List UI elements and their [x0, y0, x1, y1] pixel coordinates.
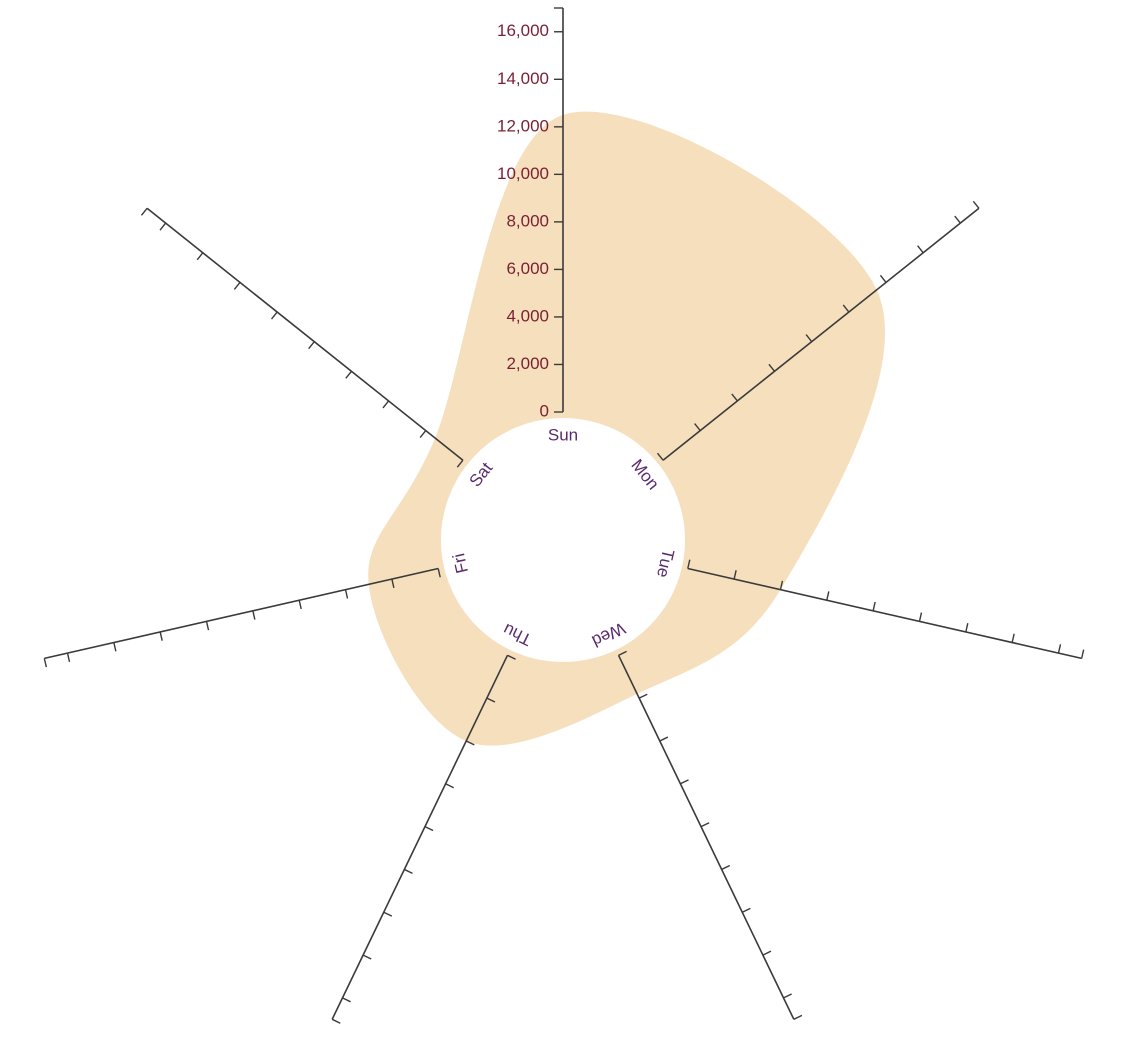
tick-fri-3 — [298, 600, 302, 610]
tick-wed-8 — [783, 993, 792, 999]
tick-mon-5 — [842, 304, 850, 313]
tick-label-6000: 6,000 — [506, 259, 549, 278]
tick-label-10000: 10,000 — [497, 164, 549, 183]
tick-mon-9 — [972, 200, 980, 209]
tick-sat-2 — [382, 400, 390, 409]
tick-thu-9 — [331, 1018, 341, 1024]
axis-sat — [146, 207, 464, 461]
tick-wed-1 — [638, 693, 648, 699]
tick-tue-5 — [918, 612, 923, 622]
axis-fri — [44, 567, 439, 660]
tick-tue-8 — [1057, 644, 1062, 654]
tick-wed-2 — [659, 736, 669, 742]
tick-label-8000: 8,000 — [506, 211, 549, 230]
tick-fri-5 — [205, 621, 210, 631]
tick-thu-0 — [507, 654, 516, 660]
tick-mon-1 — [694, 423, 701, 431]
tick-mon-3 — [768, 363, 776, 372]
tick-thu-3 — [445, 783, 455, 789]
tick-fri-6 — [159, 631, 163, 641]
tick-wed-0 — [618, 650, 627, 656]
tick-mon-2 — [731, 393, 738, 402]
tick-sat-5 — [270, 311, 278, 320]
area-shape — [368, 111, 885, 746]
tick-mon-0 — [656, 452, 664, 461]
tick-tue-2 — [779, 580, 784, 590]
axis-tue — [687, 567, 1082, 660]
tick-mon-8 — [954, 215, 961, 224]
tick-fri-1 — [391, 578, 395, 588]
tick-sat-6 — [233, 281, 241, 290]
tick-tue-7 — [1011, 633, 1015, 643]
tick-wed-4 — [700, 822, 710, 828]
tick-thu-2 — [465, 740, 475, 746]
tick-thu-6 — [383, 911, 393, 917]
tick-thu-4 — [424, 825, 434, 832]
tick-thu-5 — [404, 868, 413, 874]
tick-sat-7 — [196, 252, 204, 261]
tick-wed-3 — [680, 779, 689, 785]
tick-sat-0 — [456, 459, 464, 468]
axis-wed — [617, 654, 795, 1020]
tick-wed-6 — [741, 907, 751, 913]
tick-fri-9 — [43, 658, 48, 668]
tick-wed-9 — [793, 1014, 803, 1020]
tick-fri-4 — [252, 610, 256, 620]
tick-sat-8 — [159, 222, 167, 231]
tick-tue-1 — [733, 570, 737, 580]
tick-sat-3 — [345, 370, 352, 379]
tick-labels-group: 0 2,000 4,000 6,000 8,000 10,000 12,000 … — [497, 21, 549, 420]
tick-sat-4 — [308, 341, 315, 350]
axis-mon — [662, 207, 980, 461]
category-label-sun: Sun — [548, 425, 578, 444]
category-label-fri: Fri — [449, 552, 472, 576]
tick-sat-9 — [140, 207, 148, 216]
tick-mon-6 — [879, 274, 887, 283]
tick-label-0: 0 — [540, 401, 549, 420]
tick-fri-0 — [437, 568, 441, 578]
tick-label-4000: 4,000 — [506, 306, 549, 325]
tick-tue-0 — [687, 559, 691, 569]
tick-label-2000: 2,000 — [506, 354, 549, 373]
tick-label-12000: 12,000 — [497, 116, 549, 135]
tick-fri-2 — [344, 589, 349, 599]
tick-tue-6 — [965, 623, 969, 633]
axes-group — [43, 7, 1085, 1024]
tick-label-16000: 16,000 — [497, 21, 549, 40]
center-hole — [441, 418, 685, 662]
axis-thu — [331, 654, 509, 1020]
tick-thu-1 — [486, 697, 496, 703]
tick-label-14000: 14,000 — [497, 69, 549, 88]
tick-tue-9 — [1080, 649, 1085, 659]
tick-sat-1 — [419, 430, 427, 439]
tick-tue-3 — [826, 591, 830, 601]
tick-thu-8 — [342, 997, 351, 1003]
tick-wed-5 — [721, 864, 731, 871]
tick-mon-4 — [805, 334, 813, 343]
tick-tue-4 — [872, 601, 876, 611]
tick-thu-7 — [362, 954, 372, 960]
tick-wed-7 — [762, 950, 772, 956]
tick-mon-7 — [917, 245, 924, 254]
tick-fri-8 — [66, 652, 71, 663]
tick-fri-7 — [113, 642, 117, 652]
